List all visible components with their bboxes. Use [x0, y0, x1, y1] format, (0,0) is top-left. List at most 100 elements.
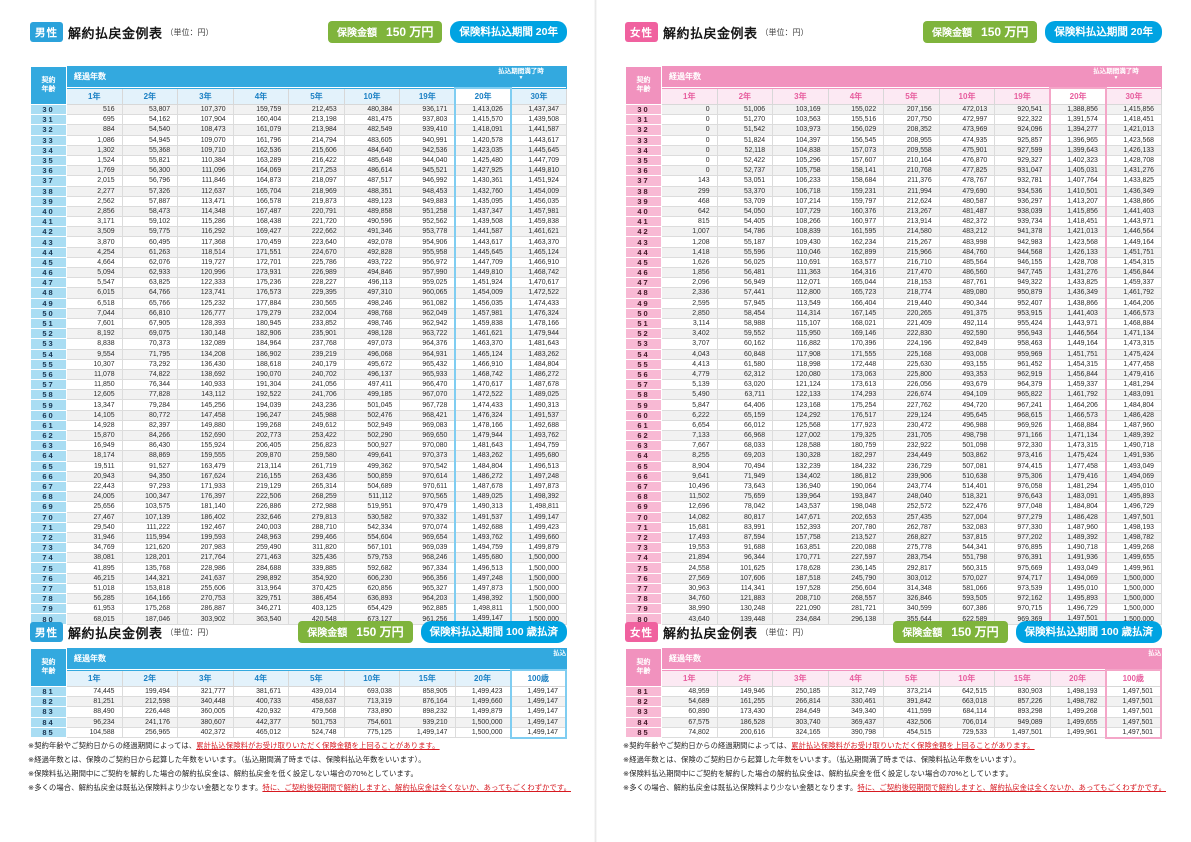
value-cell: 275,778 — [883, 542, 940, 554]
age-cell: 55 — [30, 358, 67, 370]
value-cell: 1,410,501 — [1049, 185, 1107, 197]
value-cell: 57,441 — [716, 287, 774, 299]
table-row: 43 1,208 55,187 109,430 162,234 215,267 483,99… — [625, 236, 1162, 248]
female-titlebar-20y: 女性 解約払戻金例表 （単位：円） 保険金額 150 万円 保険料払込期間 20… — [625, 20, 1162, 44]
value-cell: 158,684 — [827, 175, 885, 187]
maturity-marker: 払込期間満了時▼ — [1131, 650, 1160, 663]
value-cell: 494,846 — [343, 266, 401, 279]
age-cell: 49 — [625, 297, 662, 309]
value-cell: 581,066 — [938, 582, 996, 595]
table-row: 62 7,133 66,968 127,002 179,325 231,705 498,79… — [625, 429, 1162, 442]
age-cell: 72 — [30, 531, 67, 544]
table-row: 77 51,018 153,818 255,606 313,964 370,425 620,… — [30, 582, 567, 595]
sum-insured-value: 150 万円 — [981, 25, 1029, 39]
value-cell: 403,125 — [288, 603, 345, 615]
value-cell: 113,471 — [177, 195, 234, 207]
value-cell: 946,992 — [399, 175, 456, 187]
value-cell: 1,499,147 — [509, 726, 567, 739]
sum-insured-value: 150 万円 — [951, 625, 999, 639]
value-cell: 222,662 — [288, 226, 345, 238]
age-cell: 78 — [625, 592, 662, 605]
year-column-header: 19年 — [399, 87, 456, 105]
contract-age-header: 契約 年齢 — [625, 648, 662, 687]
value-cell: 219,873 — [288, 195, 345, 207]
value-cell: 57,887 — [121, 195, 179, 207]
value-cell: 1,490,718 — [1105, 440, 1162, 452]
value-cell: 944,040 — [399, 154, 456, 167]
value-cell: 107,904 — [177, 114, 234, 126]
value-cell: 951,258 — [399, 205, 456, 218]
value-cell: 241,056 — [288, 379, 345, 391]
age-cell: 57 — [30, 379, 67, 391]
value-cell: 239,906 — [883, 470, 940, 482]
table-row: 74 38,081 128,201 217,764 271,463 325,436 579,… — [30, 552, 567, 564]
value-cell: 38,081 — [66, 552, 123, 564]
value-cell: 492,114 — [938, 317, 996, 330]
footnote-line: ※多くの場合、解約払戻金は既払込保険料より少ない金額となります。特に、ご契約後短… — [28, 781, 580, 795]
value-cell: 161,255 — [716, 696, 773, 708]
value-cell: 143,537 — [772, 501, 829, 513]
value-cell: 1,495,893 — [1049, 592, 1107, 605]
value-cell: 51,824 — [716, 134, 774, 146]
value-cell: 1,468,742 — [510, 266, 567, 279]
value-cell: 1,454,315 — [1105, 256, 1162, 269]
value-cell: 76,344 — [121, 379, 179, 391]
footnote-text: ※経過年数とは、保険のご契約日から起算した年数をいいます。（払込期間満了時までは… — [623, 754, 1021, 764]
value-cell: 1,481,643 — [454, 440, 512, 452]
value-cell: 34,760 — [661, 592, 718, 605]
value-cell: 110,046 — [772, 246, 829, 258]
value-cell: 964,376 — [399, 338, 456, 350]
value-cell: 1,466,573 — [1049, 409, 1107, 421]
value-cell: 1,433,825 — [1105, 175, 1162, 187]
value-cell: 936,297 — [994, 195, 1051, 207]
age-cell: 43 — [30, 236, 67, 248]
value-cell: 1,418,451 — [1049, 216, 1107, 228]
value-cell: 121,620 — [121, 542, 179, 554]
value-cell: 15,681 — [661, 521, 718, 533]
value-cell: 934,536 — [994, 185, 1051, 197]
value-cell: 135,768 — [121, 562, 179, 574]
value-cell: 1,464,206 — [1105, 297, 1162, 309]
value-cell: 495,672 — [343, 358, 401, 370]
value-cell: 960,065 — [399, 287, 456, 299]
value-cell: 349,340 — [827, 706, 884, 718]
value-cell: 340,599 — [883, 603, 940, 615]
footnote-emphasis-text: 特に、ご契約後短期間で解約しますと、解約払戻金は全くないか、あってもごくわずかで… — [857, 782, 1166, 792]
value-cell: 109,430 — [772, 236, 829, 248]
value-cell: 964,931 — [399, 348, 456, 360]
value-cell: 173,063 — [827, 368, 885, 381]
value-cell: 542,334 — [343, 521, 401, 533]
value-cell: 69,203 — [716, 450, 774, 462]
value-cell: 977,202 — [994, 531, 1051, 544]
value-cell: 4,664 — [66, 256, 123, 269]
table-row: 75 24,558 101,625 178,628 236,145 292,817 560,… — [625, 562, 1162, 574]
year-column-header: 20年 — [1049, 669, 1106, 687]
footnote-line: ※契約年齢やご契約日からの経過期間によっては、累計払込保険料がお受け取りいただく… — [28, 739, 580, 753]
value-cell: 1,436,349 — [1105, 185, 1162, 197]
value-cell: 105,296 — [772, 154, 829, 167]
value-cell: 1,438,866 — [1049, 297, 1107, 309]
table-row: 79 38,990 130,248 221,090 281,721 340,599 607,… — [625, 603, 1162, 615]
table-row: 54 9,554 71,795 134,208 186,902 239,219 496,06… — [30, 348, 567, 360]
value-cell: 957,990 — [399, 266, 456, 279]
value-cell: 190,064 — [827, 480, 885, 493]
table-row: 37 2,015 56,796 111,846 164,873 218,097 487,51… — [30, 175, 567, 187]
value-cell: 128,588 — [772, 440, 829, 452]
age-cell: 71 — [30, 521, 67, 533]
value-cell: 485,564 — [938, 256, 996, 269]
table-row: 73 34,769 121,620 207,983 259,490 311,820 567,… — [30, 542, 567, 554]
age-cell: 42 — [625, 226, 662, 238]
age-cell: 83 — [625, 706, 662, 718]
footnote-text: ※保険料払込期間中にご契約を解約した場合の解約払戻金は、解約払戻金を低く設定しな… — [623, 768, 1013, 778]
value-cell: 1,433,825 — [1049, 277, 1107, 289]
value-cell: 884 — [66, 124, 123, 136]
value-cell: 1,498,392 — [454, 592, 512, 605]
value-cell: 29,540 — [66, 521, 123, 533]
value-cell: 501,098 — [938, 440, 996, 452]
value-cell: 281,721 — [827, 603, 885, 615]
value-cell: 91,527 — [121, 460, 179, 472]
value-cell: 178,628 — [772, 562, 829, 574]
value-cell: 56,285 — [66, 592, 123, 605]
elapsed-years-band: 経過年数 払込期間満了時▼ — [66, 66, 567, 89]
table-row: 73 19,553 91,688 163,851 220,088 275,778 544,3… — [625, 542, 1162, 554]
